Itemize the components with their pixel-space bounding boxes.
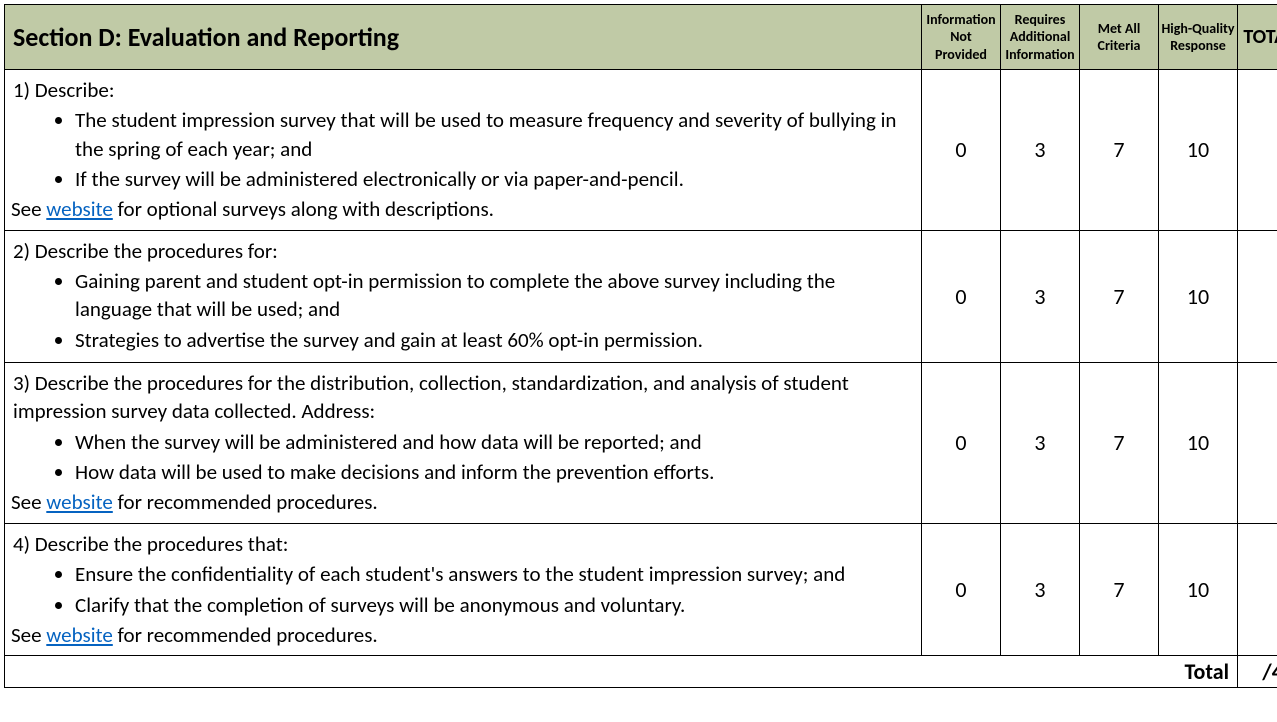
footnote-suffix: for recommended procedures. bbox=[113, 622, 378, 648]
score-cell-c1: 0 bbox=[922, 523, 1001, 655]
criteria-cell: 2) Describe the procedures for:Gaining p… bbox=[5, 230, 922, 362]
criteria-bullet: Ensure the confidentiality of each stude… bbox=[75, 560, 915, 588]
row-total-cell bbox=[1238, 70, 1277, 231]
criteria-bullet: Strategies to advertise the survey and g… bbox=[75, 326, 915, 354]
score-cell-c4: 10 bbox=[1159, 230, 1238, 362]
website-link[interactable]: website bbox=[46, 622, 113, 648]
footnote-suffix: for optional surveys along with descript… bbox=[113, 196, 494, 222]
criteria-lead: 1) Describe: bbox=[11, 76, 915, 104]
footnote-suffix: for recommended procedures. bbox=[113, 489, 378, 515]
score-cell-c1: 0 bbox=[922, 363, 1001, 524]
col-header-not-provided: Information Not Provided bbox=[922, 5, 1001, 70]
criteria-bullets: When the survey will be administered and… bbox=[11, 428, 915, 487]
score-cell-c3: 7 bbox=[1080, 363, 1159, 524]
criteria-bullet: How data will be used to make decisions … bbox=[75, 458, 915, 486]
footnote-prefix: See bbox=[11, 196, 46, 222]
criteria-bullet: If the survey will be administered elect… bbox=[75, 165, 915, 193]
score-cell-c1: 0 bbox=[922, 230, 1001, 362]
score-cell-c3: 7 bbox=[1080, 523, 1159, 655]
score-cell-c4: 10 bbox=[1159, 363, 1238, 524]
criteria-lead: 4) Describe the procedures that: bbox=[11, 530, 915, 558]
footnote-prefix: See bbox=[11, 622, 46, 648]
row-total-cell bbox=[1238, 523, 1277, 655]
score-cell-c2: 3 bbox=[1001, 523, 1080, 655]
col-header-high-quality: High-Quality Response bbox=[1159, 5, 1238, 70]
criteria-footnote: See website for recommended procedures. bbox=[11, 621, 915, 649]
score-cell-c4: 10 bbox=[1159, 523, 1238, 655]
criteria-cell: 1) Describe:The student impression surve… bbox=[5, 70, 922, 231]
website-link[interactable]: website bbox=[46, 489, 113, 515]
score-cell-c4: 10 bbox=[1159, 70, 1238, 231]
footnote-prefix: See bbox=[11, 489, 46, 515]
col-header-requires-additional: Requires Additional Information bbox=[1001, 5, 1080, 70]
header-row: Section D: Evaluation and Reporting Info… bbox=[5, 5, 1277, 70]
table-row: 1) Describe:The student impression surve… bbox=[5, 70, 1277, 231]
total-label: Total bbox=[5, 656, 1238, 688]
criteria-cell: 4) Describe the procedures that:Ensure t… bbox=[5, 523, 922, 655]
table-row: 4) Describe the procedures that:Ensure t… bbox=[5, 523, 1277, 655]
criteria-bullets: Ensure the confidentiality of each stude… bbox=[11, 560, 915, 619]
rubric-body: 1) Describe:The student impression surve… bbox=[5, 70, 1277, 656]
criteria-footnote: See website for optional surveys along w… bbox=[11, 195, 915, 223]
score-cell-c2: 3 bbox=[1001, 70, 1080, 231]
row-total-cell bbox=[1238, 230, 1277, 362]
col-header-total: TOTAL bbox=[1238, 5, 1277, 70]
criteria-bullet: Clarify that the completion of surveys w… bbox=[75, 591, 915, 619]
total-value: /40 bbox=[1238, 656, 1277, 688]
total-row: Total /40 bbox=[5, 656, 1277, 688]
score-cell-c2: 3 bbox=[1001, 230, 1080, 362]
criteria-footnote: See website for recommended procedures. bbox=[11, 488, 915, 516]
table-row: 3) Describe the procedures for the distr… bbox=[5, 363, 1277, 524]
criteria-lead: 3) Describe the procedures for the distr… bbox=[11, 369, 915, 426]
score-cell-c3: 7 bbox=[1080, 230, 1159, 362]
score-cell-c1: 0 bbox=[922, 70, 1001, 231]
criteria-bullet: Gaining parent and student opt-in permis… bbox=[75, 267, 915, 324]
criteria-bullet: When the survey will be administered and… bbox=[75, 428, 915, 456]
row-total-cell bbox=[1238, 363, 1277, 524]
section-title: Section D: Evaluation and Reporting bbox=[5, 5, 922, 70]
criteria-bullet: The student impression survey that will … bbox=[75, 106, 915, 163]
criteria-bullets: The student impression survey that will … bbox=[11, 106, 915, 193]
rubric-table: Section D: Evaluation and Reporting Info… bbox=[4, 4, 1277, 688]
score-cell-c3: 7 bbox=[1080, 70, 1159, 231]
table-row: 2) Describe the procedures for:Gaining p… bbox=[5, 230, 1277, 362]
criteria-cell: 3) Describe the procedures for the distr… bbox=[5, 363, 922, 524]
criteria-lead: 2) Describe the procedures for: bbox=[11, 237, 915, 265]
criteria-bullets: Gaining parent and student opt-in permis… bbox=[11, 267, 915, 354]
col-header-met-all: Met All Criteria bbox=[1080, 5, 1159, 70]
score-cell-c2: 3 bbox=[1001, 363, 1080, 524]
website-link[interactable]: website bbox=[46, 196, 113, 222]
